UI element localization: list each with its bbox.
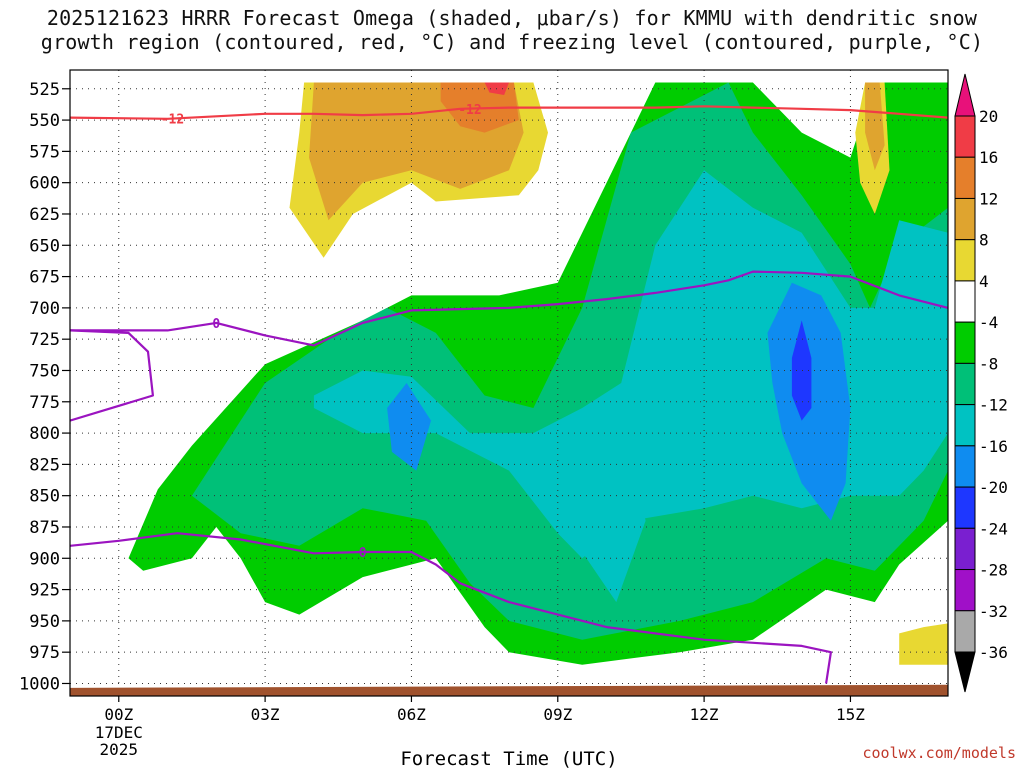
x-tick-label-12Z: 12Z (690, 705, 719, 724)
shaded-region-6 (791, 320, 812, 421)
freezing-contour-lower (70, 532, 833, 684)
y-tick-label-700: 700 (29, 299, 60, 319)
colorbar-swatch-10 (954, 527, 976, 571)
colorbar-swatch-0 (954, 115, 976, 158)
credit-text: coolwx.com/models (862, 744, 1016, 762)
shaded-region-2 (313, 170, 948, 559)
x-tick-label-06Z: 06Z (397, 705, 426, 724)
x-tick-sublabel-1: 2025 (100, 740, 139, 759)
freezing-contour-left (70, 329, 154, 422)
colorbar-label-4: 4 (979, 272, 989, 291)
colorbar-label-0: 20 (979, 107, 998, 126)
x-tick-label-15Z: 15Z (836, 705, 865, 724)
y-tick-label-525: 525 (29, 80, 60, 100)
plot-frame (69, 69, 949, 697)
colorbar-swatch-4 (954, 280, 976, 323)
colorbar-swatch-3 (954, 239, 976, 282)
y-tick-label-925: 925 (29, 581, 60, 601)
freezing-contour-upper-label: 0 (212, 317, 220, 332)
colorbar-label-6: -8 (979, 354, 998, 373)
colorbar-swatch-5 (954, 321, 976, 364)
dendritic-contour-label: -12 (161, 113, 184, 128)
y-axis: 525 550 575 600 625 650 675 700 725 750 775 800 825 8… (19, 80, 70, 694)
y-tick-label-875: 875 (29, 518, 60, 538)
colorbar-swatch-11 (954, 569, 976, 612)
contour-lines: -12 -12 0 0 (70, 103, 948, 684)
grid-lines (70, 70, 948, 696)
y-tick-label-650: 650 (29, 236, 60, 256)
y-tick-label-775: 775 (29, 393, 60, 413)
colorbar-label-7: -12 (979, 396, 1008, 415)
y-tick-label-750: 750 (29, 361, 60, 381)
dendritic-contour-label-2: -12 (458, 103, 481, 118)
y-tick-label-1000: 1000 (19, 674, 60, 694)
y-tick-label-975: 975 (29, 643, 60, 663)
dendritic-contour (70, 105, 948, 120)
colorbar-swatch-9 (954, 486, 976, 529)
y-tick-label-600: 600 (29, 174, 60, 194)
colorbar-label-10: -24 (979, 519, 1008, 538)
colorbar: 20 16 12 8 4 -4 -8 -12 -16 -20 -24 -28 -32 -36 (954, 73, 1008, 693)
y-tick-label-800: 800 (29, 424, 60, 444)
x-axis-label: Forecast Time (UTC) (400, 748, 617, 768)
colorbar-label-1: 16 (979, 148, 998, 167)
colorbar-label-5: -4 (979, 313, 998, 332)
terrain-surface (70, 684, 948, 696)
y-tick-label-625: 625 (29, 205, 60, 225)
x-tick-label-09Z: 09Z (543, 705, 572, 724)
colorbar-label-9: -20 (979, 478, 1008, 497)
y-tick-label-950: 950 (29, 612, 60, 632)
colorbar-bottom-arrow (954, 651, 976, 693)
shaded-region-13 (899, 623, 948, 665)
chart-title: 2025121623 HRRR Forecast Omega (shaded, … (0, 6, 1024, 54)
colorbar-swatch-1 (954, 156, 976, 199)
y-tick-label-900: 900 (29, 549, 60, 569)
x-tick-label-03Z: 03Z (251, 705, 280, 724)
colorbar-swatch-12 (954, 610, 976, 653)
colorbar-label-2: 12 (979, 189, 998, 208)
colorbar-label-11: -28 (979, 561, 1008, 580)
y-tick-label-825: 825 (29, 455, 60, 475)
title-line-2: growth region (contoured, red, °C) and f… (40, 30, 984, 54)
title-line-1: 2025121623 HRRR Forecast Omega (shaded, … (46, 6, 978, 30)
shaded-region-5 (387, 383, 431, 471)
colorbar-label-3: 8 (979, 231, 989, 250)
colorbar-swatch-6 (954, 362, 976, 406)
y-tick-label-575: 575 (29, 142, 60, 162)
shaded-omega-regions (128, 82, 948, 665)
y-tick-label-725: 725 (29, 330, 60, 350)
colorbar-swatch-2 (954, 197, 976, 241)
y-tick-label-675: 675 (29, 268, 60, 288)
y-tick-label-550: 550 (29, 111, 60, 131)
y-tick-label-850: 850 (29, 487, 60, 507)
shaded-region-10 (865, 82, 885, 171)
colorbar-label-8: -16 (979, 437, 1008, 456)
freezing-contour-upper (70, 270, 948, 347)
colorbar-label-12: -32 (979, 602, 1008, 621)
x-tick-label-00Z: 00Z (104, 705, 133, 724)
colorbar-top-arrow (954, 73, 976, 117)
colorbar-swatch-7 (954, 404, 976, 447)
x-tick-sublabel-0: 17DEC (95, 723, 143, 742)
terrain-band (70, 684, 948, 696)
colorbar-swatch-8 (954, 445, 976, 488)
colorbar-label-13: -36 (979, 643, 1008, 662)
freezing-contour-lower-label: 0 (359, 546, 367, 561)
shaded-region-3 (582, 433, 646, 603)
